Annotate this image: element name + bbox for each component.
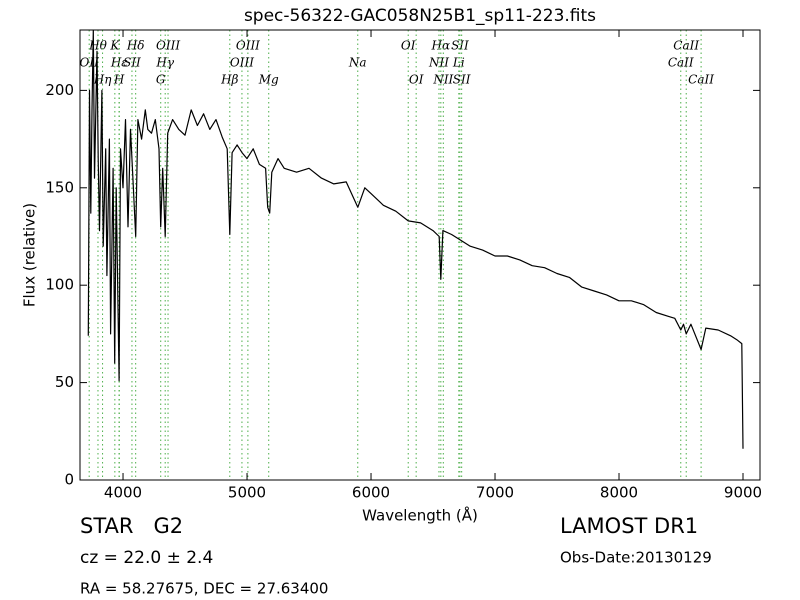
y-tick-label: 0 <box>64 471 74 489</box>
y-tick-label: 200 <box>45 81 74 99</box>
spectral-line-label: CaII <box>688 73 714 87</box>
spectral-line-label: OI <box>409 73 424 87</box>
spectral-line-label: Mg <box>258 73 279 87</box>
x-tick-label: 7000 <box>476 484 514 502</box>
spectral-line-label: Hη <box>93 73 112 87</box>
spectral-line-label: OIII <box>156 39 180 53</box>
spectral-line-label: OI <box>401 39 416 53</box>
y-axis-label: Flux (relative) <box>21 203 39 307</box>
redshift: cz = 22.0 ± 2.4 <box>80 548 213 568</box>
x-axis-label: Wavelength (Å) <box>362 506 478 525</box>
spectral-line-label: OIII <box>236 39 260 53</box>
spectral-line-label: NII <box>432 73 453 87</box>
x-tick-label: 9000 <box>724 484 762 502</box>
object-class: STAR G2 <box>80 514 183 538</box>
spectral-line-label: K <box>109 39 120 53</box>
y-tick-label: 100 <box>45 276 74 294</box>
spectral-line-label: Hγ <box>155 56 174 70</box>
coordinates: RA = 58.27675, DEC = 27.63400 <box>80 580 328 598</box>
spectral-line-label: Hβ <box>220 73 238 87</box>
spectral-line-label: SII <box>123 56 141 70</box>
spectral-line-label: OII <box>80 56 100 70</box>
spectral-line-label: SII <box>453 73 471 87</box>
y-tick-label: 50 <box>55 373 74 391</box>
chart-title: spec-56322-GAC058N25B1_sp11-223.fits <box>244 6 596 26</box>
x-tick-label: 5000 <box>228 484 266 502</box>
spectral-line-label: Li <box>452 56 465 70</box>
spectral-line-label: Na <box>348 56 367 70</box>
spectral-line-label: CaII <box>668 56 694 70</box>
x-tick-label: 6000 <box>352 484 390 502</box>
y-tick-label: 150 <box>45 178 74 196</box>
survey: LAMOST DR1 <box>560 514 698 538</box>
spectral-line-label: SII <box>451 39 469 53</box>
plot-frame <box>79 29 761 481</box>
x-tick-label: 4000 <box>104 484 142 502</box>
spectral-line-label: Hα <box>431 39 451 53</box>
spectral-line-label: G <box>156 73 166 87</box>
spectral-line-label: NII <box>428 56 449 70</box>
spectral-line-label: Hδ <box>126 39 145 53</box>
spectrum-line <box>87 30 744 449</box>
x-tick-label: 8000 <box>600 484 638 502</box>
spectral-line-label: OIII <box>230 56 254 70</box>
spectral-line-label: CaII <box>673 39 699 53</box>
spectral-line-label: Hθ <box>88 39 107 53</box>
spectral-line-label: H <box>113 73 125 87</box>
obs-date: Obs-Date:20130129 <box>560 549 712 567</box>
